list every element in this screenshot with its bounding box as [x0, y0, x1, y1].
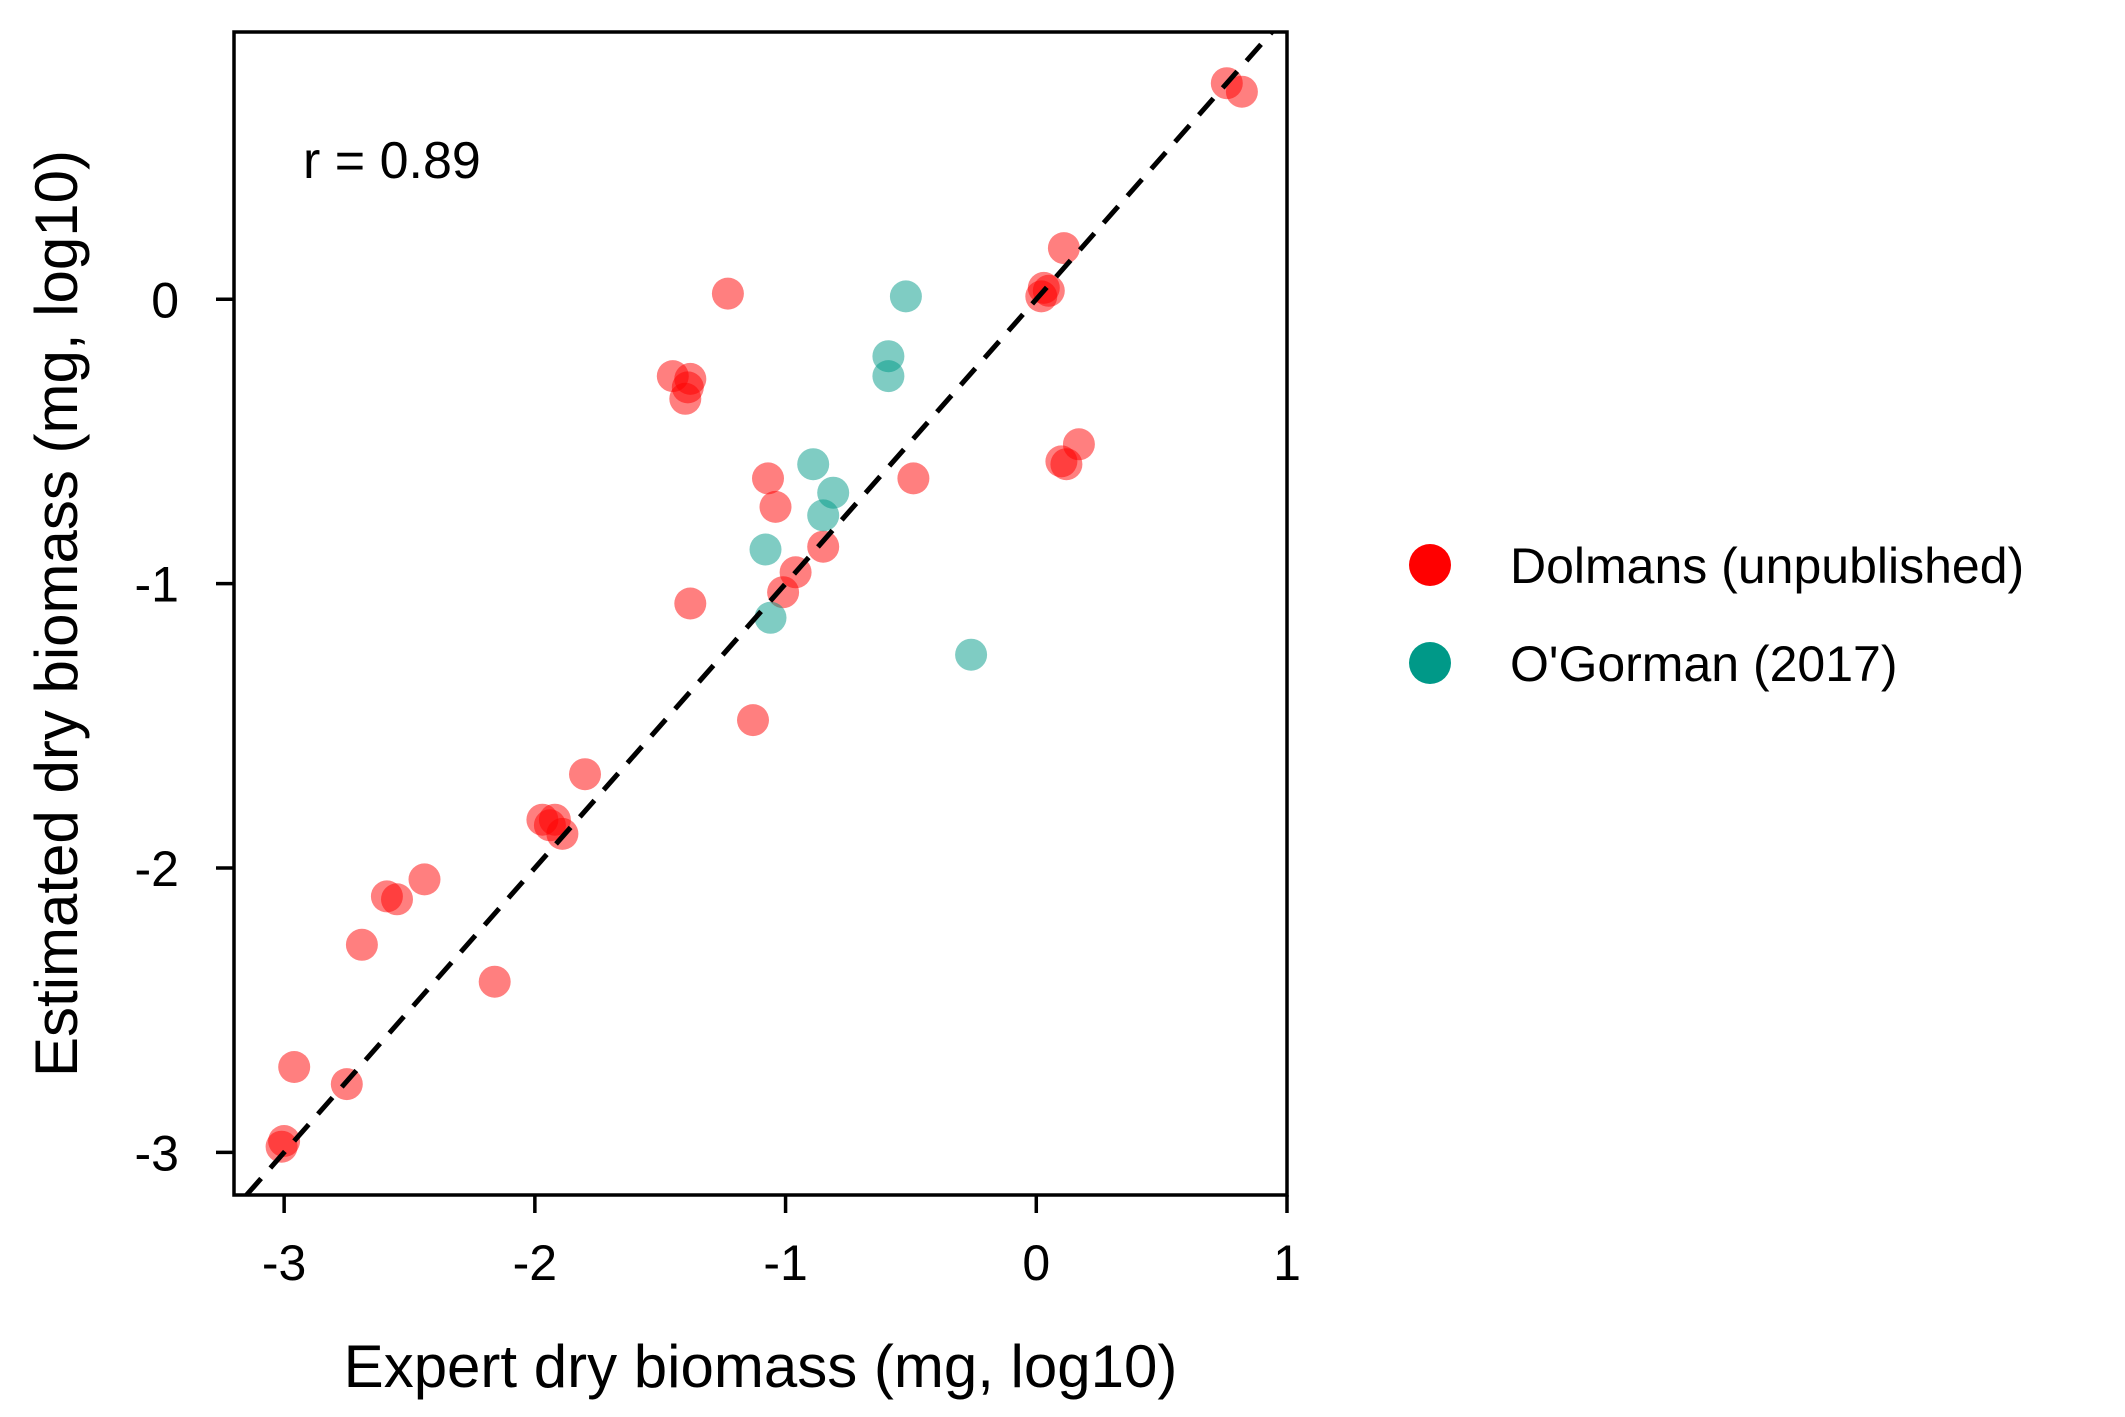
legend-marker-1: [1409, 642, 1451, 684]
data-point-series-0-16: [897, 462, 930, 495]
data-point-series-0-22: [569, 758, 601, 791]
data-point-series-0-30: [345, 928, 378, 961]
data-point-series-0-1: [1225, 75, 1258, 108]
legend: Dolmans (unpublished) O'Gorman (2017): [1409, 538, 2024, 692]
data-point-series-0-9: [711, 277, 744, 310]
data-point-series-0-13: [669, 382, 702, 415]
data-point-series-1-6: [749, 533, 782, 566]
data-point-series-0-17: [807, 530, 840, 563]
data-point-series-1-7: [754, 601, 787, 634]
y-axis-label: Estimated dry biomass (mg, log10): [23, 150, 90, 1077]
x-tick-label: -3: [262, 1235, 306, 1291]
data-point-series-0-20: [674, 587, 707, 620]
data-point-series-0-14: [752, 462, 784, 495]
data-point-series-0-19: [767, 576, 800, 609]
plot-frame: [232, 30, 1289, 1197]
legend-label-0: Dolmans (unpublished): [1510, 538, 2024, 594]
data-point-series-0-35: [265, 1130, 298, 1163]
data-point-series-0-2: [1047, 232, 1080, 265]
x-axis: -3 -2 -1 0 1: [262, 1195, 1301, 1291]
data-point-series-1-2: [872, 360, 905, 393]
data-point-series-0-32: [278, 1051, 311, 1083]
data-point-series-0-29: [381, 883, 413, 916]
y-tick-label: -1: [135, 557, 179, 613]
data-point-series-0-21: [737, 704, 769, 737]
y-axis: -3 -2 -1 0: [135, 272, 234, 1181]
data-point-series-0-31: [478, 965, 511, 998]
x-tick-label: 0: [1022, 1235, 1050, 1291]
y-tick-label: 0: [151, 272, 179, 328]
correlation-annotation: r = 0.89: [303, 132, 481, 190]
x-axis-label: Expert dry biomass (mg, log10): [344, 1333, 1178, 1400]
points-layer: [265, 67, 1258, 1163]
data-point-series-1-3: [797, 448, 830, 481]
data-point-series-0-27: [408, 863, 441, 896]
legend-label-1: O'Gorman (2017): [1510, 636, 1897, 692]
data-point-series-0-8: [1062, 428, 1095, 461]
data-point-series-1-0: [889, 280, 922, 313]
x-tick-label: -1: [763, 1235, 807, 1291]
x-tick-label: -2: [513, 1235, 557, 1291]
identity-reference-line: [244, 30, 1274, 1197]
y-tick-label: -3: [135, 1125, 179, 1181]
data-point-series-1-8: [955, 638, 988, 671]
data-point-series-1-5: [807, 499, 840, 532]
y-tick-label: -2: [135, 841, 179, 897]
legend-marker-0: [1409, 544, 1451, 586]
x-tick-label: 1: [1273, 1235, 1301, 1291]
data-point-series-0-15: [759, 490, 792, 523]
